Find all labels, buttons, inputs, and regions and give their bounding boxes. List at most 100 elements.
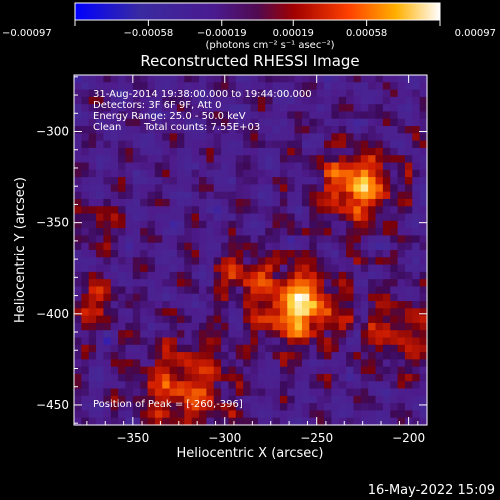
heatmap-cell — [287, 75, 296, 83]
heatmap-cell — [213, 293, 222, 302]
heatmap-cell — [360, 337, 369, 346]
heatmap-cell — [103, 140, 112, 149]
heatmap-cell — [250, 366, 259, 375]
heatmap-cell — [125, 315, 134, 324]
heatmap-cell — [338, 271, 347, 280]
heatmap-cell — [375, 417, 384, 426]
heatmap-cell — [125, 213, 134, 222]
heatmap-cell — [419, 82, 428, 91]
heatmap-cell — [397, 403, 406, 412]
heatmap-cell — [294, 228, 303, 237]
heatmap-cell — [191, 82, 200, 91]
heatmap-cell — [125, 140, 134, 149]
heatmap-cell — [360, 293, 369, 302]
heatmap-cell — [353, 169, 362, 178]
heatmap-cell — [147, 250, 156, 258]
heatmap-cell — [221, 220, 230, 229]
heatmap-cell — [184, 104, 193, 113]
heatmap-cell — [228, 330, 237, 339]
heatmap-cell — [199, 337, 207, 346]
heatmap-cell — [228, 147, 237, 156]
heatmap-cell — [257, 140, 266, 149]
heatmap-cell — [294, 147, 303, 156]
heatmap-cell — [88, 220, 97, 229]
heatmap-cell — [176, 96, 185, 105]
heatmap-cell — [316, 220, 325, 229]
heatmap-cell — [154, 301, 163, 309]
heatmap-cell — [221, 279, 230, 288]
heatmap-cell — [309, 184, 318, 193]
colorbar-tick-label: −0.00019 — [197, 28, 247, 39]
heatmap-cell — [301, 395, 310, 404]
y-tick-label: −300 — [36, 125, 69, 139]
heatmap-cell — [199, 177, 207, 185]
heatmap-cell — [257, 395, 266, 404]
heatmap-cell — [265, 75, 274, 83]
heatmap-cell — [397, 381, 406, 390]
heatmap-cell — [397, 337, 406, 346]
heatmap-cell — [360, 381, 369, 390]
heatmap-cell — [191, 155, 200, 164]
heatmap-cell — [81, 337, 90, 346]
heatmap-cell — [147, 308, 156, 317]
heatmap-cell — [316, 213, 325, 222]
heatmap-cell — [250, 133, 259, 142]
heatmap-cell — [125, 111, 134, 120]
heatmap-cell — [169, 257, 178, 266]
heatmap-cell — [309, 140, 318, 149]
heatmap-cell — [346, 366, 355, 375]
heatmap-cell — [81, 155, 90, 164]
heatmap-cell — [346, 373, 355, 382]
time-range-label: 31-Aug-2014 19:38:00.000 to 19:44:00.000 — [93, 89, 312, 100]
heatmap-cell — [206, 89, 215, 98]
heatmap-cell — [228, 191, 237, 200]
heatmap-cell — [309, 213, 318, 222]
heatmap-cell — [228, 366, 237, 375]
heatmap-cell — [213, 366, 222, 375]
heatmap-cell — [162, 308, 171, 317]
heatmap-cell — [382, 169, 391, 178]
heatmap-cell — [353, 82, 362, 91]
heatmap-cell — [404, 162, 413, 171]
heatmap-cell — [331, 315, 340, 324]
heatmap-cell — [353, 395, 362, 404]
heatmap-cell — [250, 388, 259, 397]
heatmap-cell — [309, 359, 318, 368]
heatmap-cell — [287, 104, 296, 113]
heatmap-cell — [368, 322, 377, 331]
heatmap-cell — [338, 206, 347, 215]
heatmap-cell — [206, 308, 215, 317]
heatmap-cell — [265, 315, 274, 324]
heatmap-cell — [309, 250, 318, 258]
heatmap-cell — [184, 410, 193, 419]
heatmap-cell — [125, 206, 134, 215]
heatmap-cell — [412, 198, 421, 207]
heatmap-cell — [96, 242, 105, 251]
heatmap-cell — [316, 315, 325, 324]
heatmap-cell — [250, 257, 259, 266]
heatmap-cell — [250, 403, 259, 412]
heatmap-cell — [309, 177, 318, 185]
heatmap-cell — [397, 126, 406, 134]
heatmap-cell — [184, 96, 193, 105]
colorbar-gradient — [74, 2, 441, 21]
heatmap-cell — [228, 403, 237, 412]
heatmap-cell — [338, 213, 347, 222]
heatmap-cell — [338, 366, 347, 375]
heatmap-cell — [331, 301, 340, 309]
heatmap-cell — [125, 89, 134, 98]
heatmap-cell — [132, 264, 141, 273]
heatmap-cell — [257, 315, 266, 324]
heatmap-cell — [382, 89, 391, 98]
heatmap-cell — [147, 417, 156, 426]
heatmap-cell — [147, 220, 156, 229]
heatmap-cell — [257, 286, 266, 295]
heatmap-cell — [309, 133, 318, 142]
heatmap-cell — [132, 155, 141, 164]
heatmap-cell — [250, 279, 259, 288]
heatmap-cell — [324, 104, 332, 113]
heatmap-cell — [338, 359, 347, 368]
heatmap-cell — [176, 315, 185, 324]
heatmap-cell — [199, 410, 207, 419]
heatmap-cell — [81, 359, 90, 368]
